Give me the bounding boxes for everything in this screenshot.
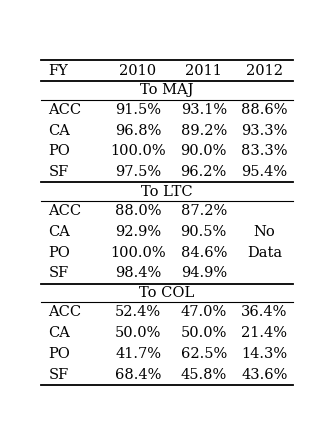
- Text: 83.3%: 83.3%: [241, 145, 288, 158]
- Text: 92.9%: 92.9%: [115, 225, 161, 239]
- Text: 36.4%: 36.4%: [241, 306, 288, 319]
- Text: 100.0%: 100.0%: [110, 246, 166, 260]
- Text: PO: PO: [48, 246, 70, 260]
- Text: CA: CA: [48, 225, 70, 239]
- Text: Data: Data: [247, 246, 282, 260]
- Text: 98.4%: 98.4%: [115, 266, 161, 280]
- Text: 45.8%: 45.8%: [181, 368, 227, 381]
- Text: 88.6%: 88.6%: [241, 103, 288, 117]
- Text: To COL: To COL: [140, 286, 195, 300]
- Text: 95.4%: 95.4%: [241, 165, 288, 179]
- Text: 94.9%: 94.9%: [181, 266, 227, 280]
- Text: SF: SF: [48, 368, 68, 381]
- Text: 97.5%: 97.5%: [115, 165, 161, 179]
- Text: 52.4%: 52.4%: [115, 306, 161, 319]
- Text: SF: SF: [48, 266, 68, 280]
- Text: ACC: ACC: [48, 306, 82, 319]
- Text: CA: CA: [48, 124, 70, 138]
- Text: 84.6%: 84.6%: [181, 246, 227, 260]
- Text: 93.1%: 93.1%: [181, 103, 227, 117]
- Text: FY: FY: [48, 64, 68, 78]
- Text: 2011: 2011: [185, 64, 222, 78]
- Text: 62.5%: 62.5%: [181, 347, 227, 361]
- Text: To LTC: To LTC: [141, 184, 193, 199]
- Text: PO: PO: [48, 145, 70, 158]
- Text: 47.0%: 47.0%: [181, 306, 227, 319]
- Text: 21.4%: 21.4%: [241, 326, 287, 340]
- Text: 14.3%: 14.3%: [241, 347, 288, 361]
- Text: SF: SF: [48, 165, 68, 179]
- Text: 90.5%: 90.5%: [181, 225, 227, 239]
- Text: To MAJ: To MAJ: [140, 83, 194, 97]
- Text: 50.0%: 50.0%: [181, 326, 227, 340]
- Text: 50.0%: 50.0%: [115, 326, 161, 340]
- Text: 96.8%: 96.8%: [115, 124, 161, 138]
- Text: 89.2%: 89.2%: [181, 124, 227, 138]
- Text: ACC: ACC: [48, 103, 82, 117]
- Text: 2012: 2012: [246, 64, 283, 78]
- Text: ACC: ACC: [48, 204, 82, 218]
- Text: 68.4%: 68.4%: [115, 368, 161, 381]
- Text: 87.2%: 87.2%: [181, 204, 227, 218]
- Text: No: No: [254, 225, 275, 239]
- Text: 2010: 2010: [119, 64, 156, 78]
- Text: CA: CA: [48, 326, 70, 340]
- Text: 91.5%: 91.5%: [115, 103, 161, 117]
- Text: PO: PO: [48, 347, 70, 361]
- Text: 100.0%: 100.0%: [110, 145, 166, 158]
- Text: 43.6%: 43.6%: [241, 368, 288, 381]
- Text: 96.2%: 96.2%: [181, 165, 227, 179]
- Text: 88.0%: 88.0%: [115, 204, 161, 218]
- Text: 90.0%: 90.0%: [181, 145, 227, 158]
- Text: 93.3%: 93.3%: [241, 124, 288, 138]
- Text: 41.7%: 41.7%: [115, 347, 161, 361]
